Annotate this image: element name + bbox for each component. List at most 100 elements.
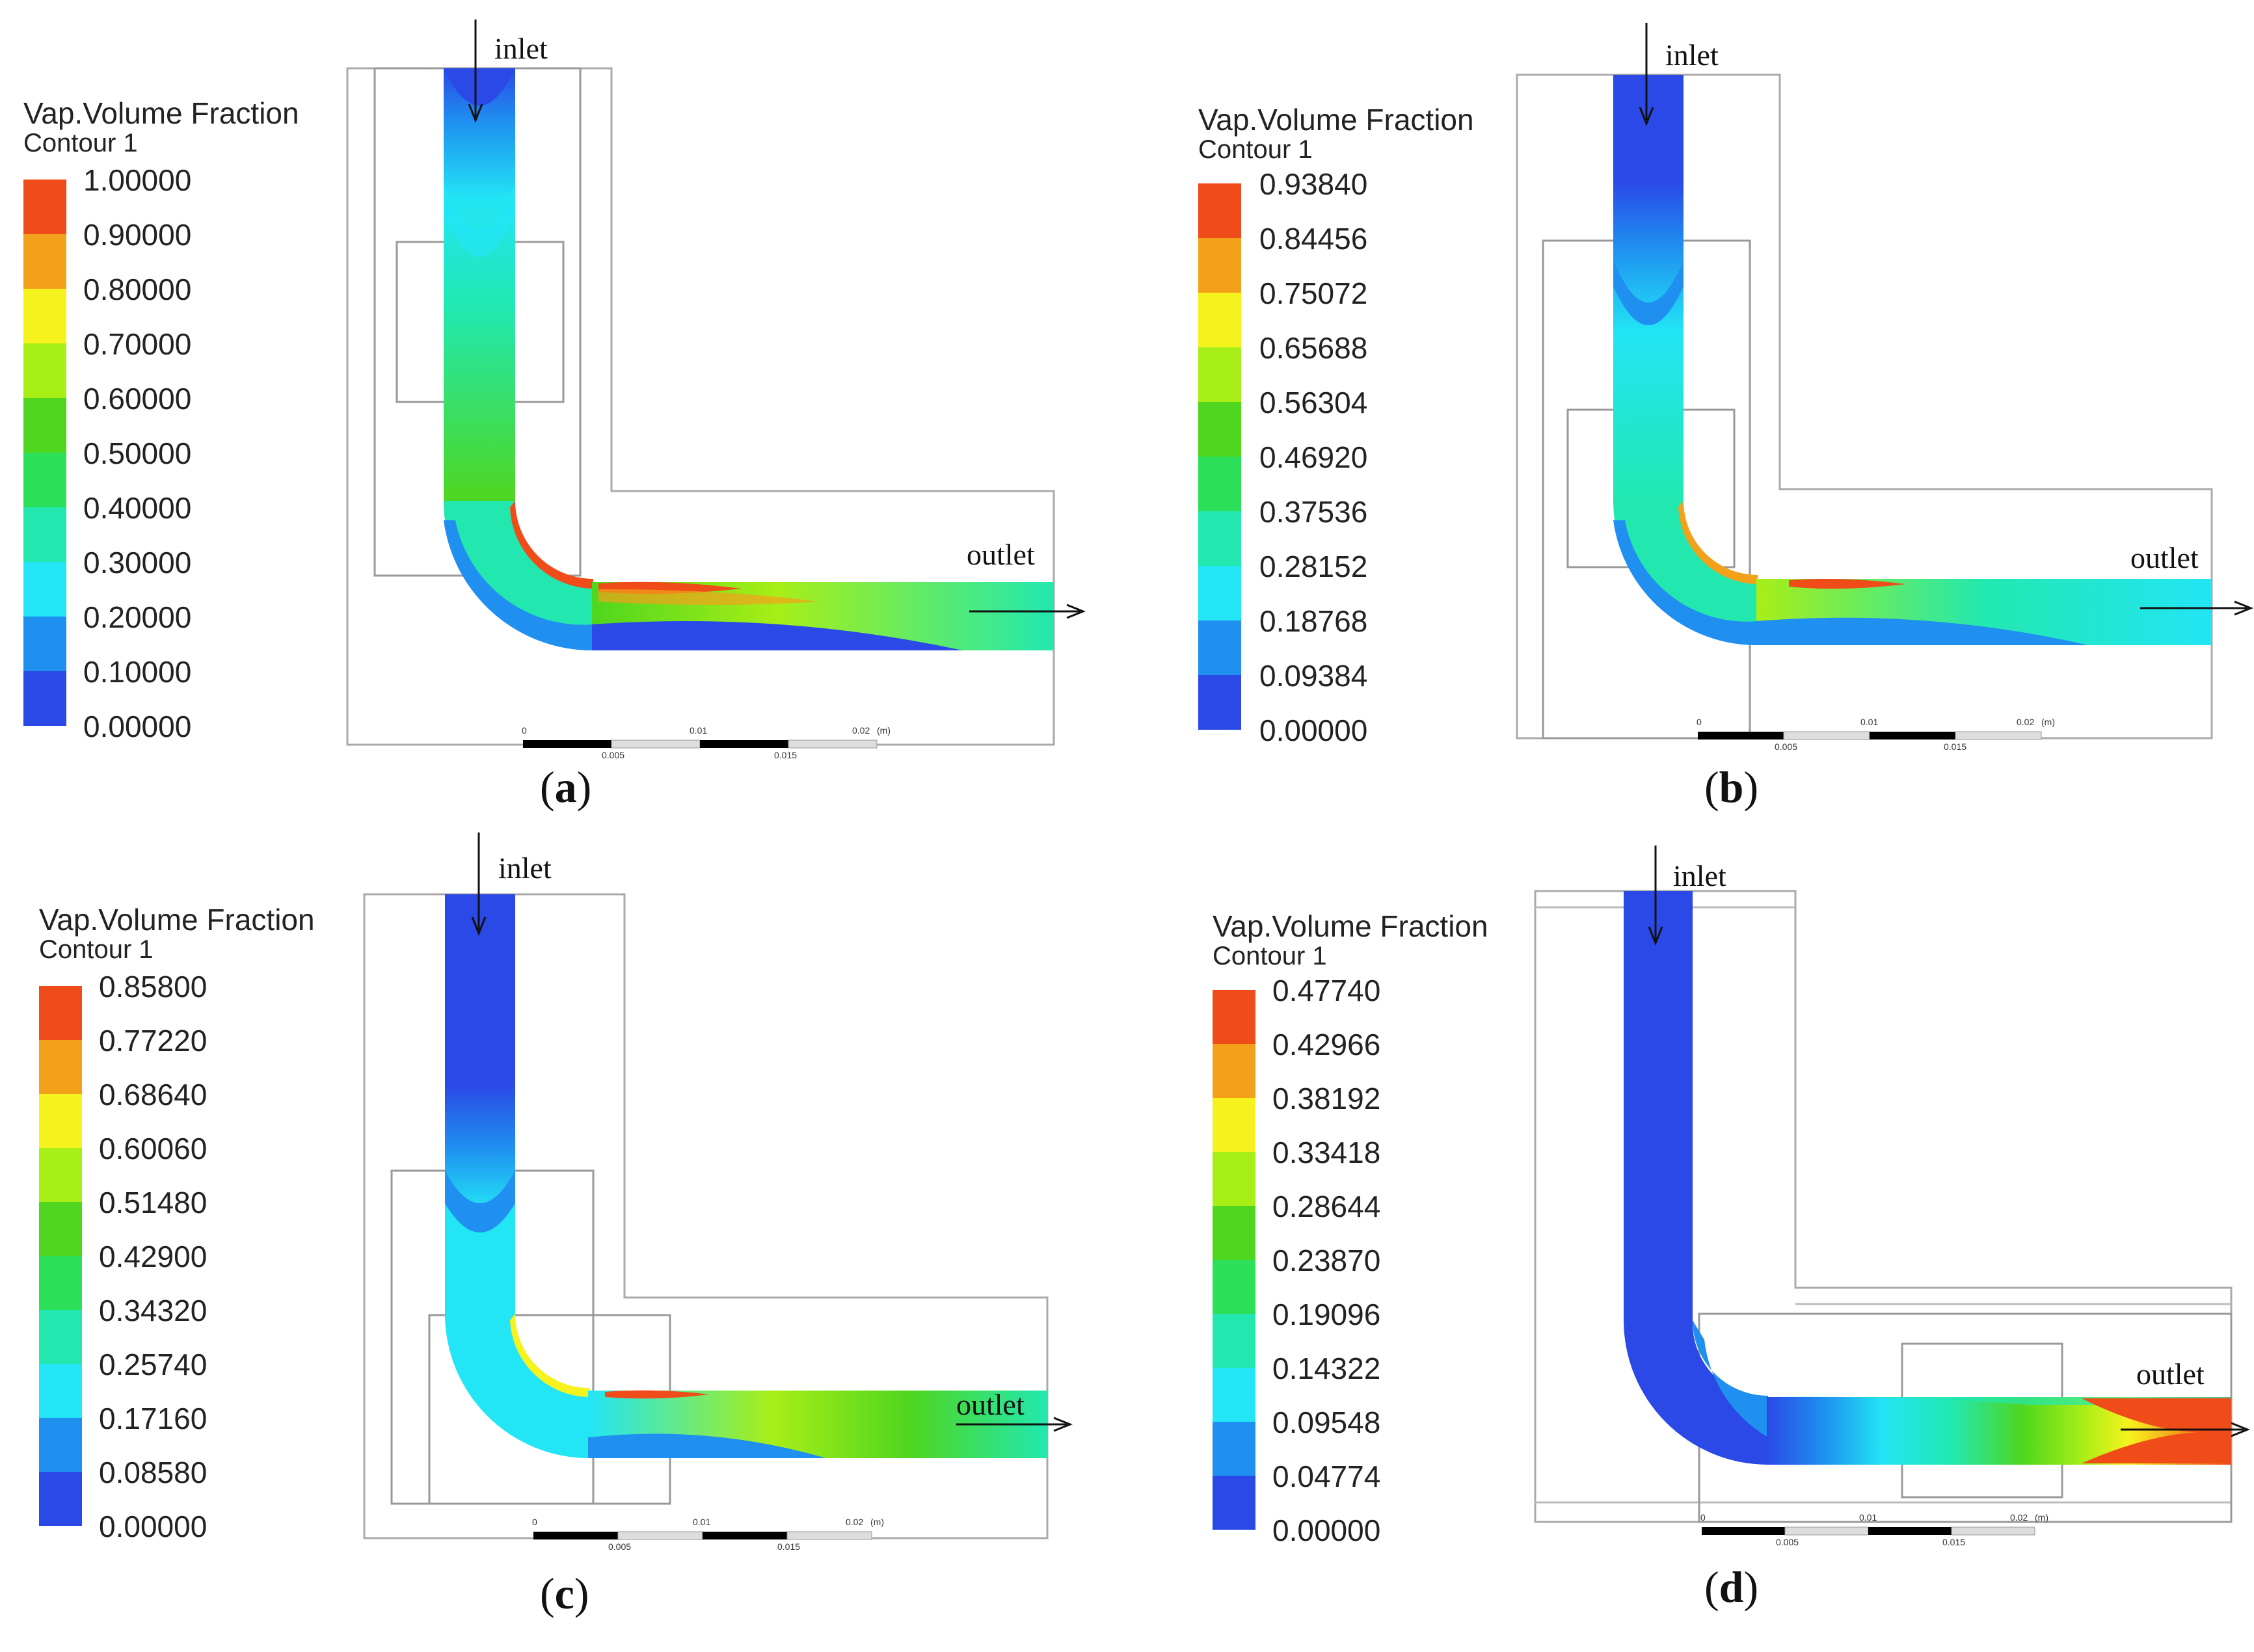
contour-band [2082,1398,2231,1463]
tick-label: 0.37536 [1259,495,1368,529]
tick-label: 0.14322 [1272,1352,1381,1385]
legend-subtitle: Contour 1 [1213,942,1327,970]
panel-c: Vap.Volume Fraction Contour 1 0.85800 0.… [13,813,1119,1619]
legend-title: Vap.Volume Fraction [23,96,299,130]
scale-bar: 0 0.01 0.02 (m) 0.005 0.015 [1700,1512,2048,1547]
contour-band [445,1171,515,1232]
colorbar-swatch [23,671,66,726]
domain-outline [363,893,1049,1539]
contour-band [1678,501,1758,584]
panel-caption: (a) [540,762,592,812]
scale-label: (m) [2041,717,2055,727]
contour-band [1693,1320,1768,1437]
scale-label: 0 [522,725,527,736]
tick-label: 0.08580 [99,1456,208,1489]
contour-band [1756,617,2088,645]
panel-a: Vap.Volume Fraction Contour 1 1.00000 0.… [0,0,1106,810]
domain-outline [1534,890,2233,1523]
colorbar-swatch [39,1148,82,1202]
tick-label: 0.60000 [83,382,192,416]
colorbar-swatch [1198,675,1241,730]
tick-label: 0.18768 [1259,604,1368,638]
colorbar [1198,183,1241,730]
contour-band [510,501,593,589]
tick-label: 1.00000 [83,163,192,197]
contour-band [510,1314,589,1397]
legend-subtitle: Contour 1 [23,129,138,157]
colorbar-swatch [1198,402,1241,457]
colorbar-swatch [39,1040,82,1094]
scale-label: (m) [2035,1512,2048,1523]
colorbar [1213,990,1255,1530]
colorbar-swatch [1213,1098,1255,1152]
colorbar [23,180,66,726]
tick-label: 0.85800 [99,970,208,1004]
scale-label: 0 [532,1517,537,1527]
tick-label: 0.28644 [1272,1190,1381,1223]
elbow [1624,1320,1768,1465]
colorbar-swatch [1213,1260,1255,1314]
scale-label: 0.01 [693,1517,710,1527]
tick-label: 0.40000 [83,491,192,525]
outlet-label: outlet [2136,1357,2205,1391]
contour-band [598,589,820,605]
pipe-contour: inlet outlet 0 0.01 0.02 (m) 0.005 0.015 [1534,846,2251,1547]
legend-title: Vap.Volume Fraction [1213,909,1488,943]
scale-label: 0.015 [777,1541,800,1552]
pipe-contour: inlet outlet 0 0.01 0.02 (m) 0.005 0.015 [363,833,1073,1552]
elbow [1613,501,1758,645]
inlet-label: inlet [494,32,548,65]
colorbar-swatch [23,343,66,398]
colorbar-swatch [39,1202,82,1256]
colorbar-swatch [1198,566,1241,620]
contour-band [1613,520,1758,646]
legend-title: Vap.Volume Fraction [39,903,315,937]
legend-subtitle: Contour 1 [1198,135,1313,164]
scale-label: 0.005 [602,750,624,760]
scale-label: (m) [877,725,891,736]
colorbar-swatch [23,507,66,562]
vertical-pipe [1624,891,1693,1320]
colorbar-swatch [1198,511,1241,566]
outlet-label: outlet [967,538,1035,571]
colorbar-swatch [1198,293,1241,347]
domain-outline [346,67,1055,746]
elbow [445,1314,589,1458]
colorbar-swatch [1213,1368,1255,1422]
scale-label: 0.02 [2010,1512,2028,1523]
contour-band [605,1390,709,1399]
colorbar-swatch [39,1094,82,1148]
panel-caption: (d) [1704,1562,1759,1612]
scale-bar: 0 0.01 0.02 (m) 0.005 0.015 [522,725,891,760]
inlet-label: inlet [498,851,552,885]
scale-label: 0.015 [1944,741,1966,752]
inlet-label: inlet [1673,859,1726,892]
scale-label: 0.02 [2017,717,2034,727]
tick-label: 0.80000 [83,273,192,306]
colorbar-swatch [1213,1314,1255,1368]
colorbar-swatch [1198,620,1241,675]
tick-label: 0.68640 [99,1078,208,1112]
tick-label: 0.46920 [1259,440,1368,474]
legend-subtitle: Contour 1 [39,935,154,964]
colorbar-swatch [1213,1206,1255,1260]
scale-bar: 0 0.01 0.02 (m) 0.005 0.015 [1697,717,2055,752]
tick-label: 0.30000 [83,546,192,580]
outlet-label: outlet [2130,541,2199,574]
colorbar [39,986,82,1526]
scale-label: 0.015 [1942,1537,1965,1547]
tick-label: 0.09548 [1272,1406,1381,1439]
panel-b: Vap.Volume Fraction Contour 1 0.93840 0.… [1171,0,2254,810]
tick-label: 0.47740 [1272,974,1381,1007]
tick-label: 0.70000 [83,327,192,361]
scale-label: 0 [1697,717,1702,727]
contour-band [444,182,515,257]
tick-label: 0.77220 [99,1024,208,1058]
scale-label: 0.02 [852,725,870,736]
vertical-pipe [445,894,515,1317]
tick-label: 0.00000 [83,710,192,743]
colorbar-swatch [23,617,66,671]
colorbar-swatch [39,1256,82,1310]
tick-label: 0.20000 [83,600,192,634]
tick-label: 0.75072 [1259,276,1368,310]
